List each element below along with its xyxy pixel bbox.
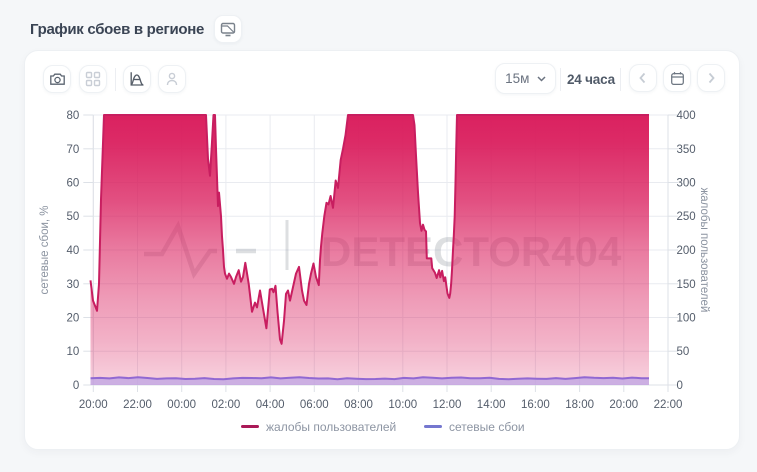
svg-text:18:00: 18:00 [565,399,594,411]
svg-text:сетевые сбои, %: сетевые сбои, % [39,205,51,294]
svg-text:10: 10 [67,346,80,358]
svg-text:40: 40 [67,245,80,257]
svg-text:50: 50 [67,211,80,223]
svg-text:80: 80 [67,110,80,122]
svg-text:150: 150 [677,279,696,291]
svg-text:жалобы пользователей: жалобы пользователей [266,420,396,434]
svg-text:06:00: 06:00 [300,399,329,411]
svg-text:300: 300 [677,178,696,190]
svg-text:04:00: 04:00 [256,399,285,411]
svg-text:16:00: 16:00 [521,399,550,411]
svg-text:02:00: 02:00 [212,399,241,411]
svg-text:20:00: 20:00 [79,399,108,411]
svg-text:30: 30 [67,279,80,291]
svg-text:сетевые сбои: сетевые сбои [449,420,525,434]
svg-text:50: 50 [677,346,690,358]
svg-text:08:00: 08:00 [344,399,373,411]
svg-text:22:00: 22:00 [654,399,683,411]
svg-text:жалобы пользователей: жалобы пользователей [698,188,710,313]
svg-text:0: 0 [73,380,79,392]
svg-text:400: 400 [677,110,696,122]
svg-text:70: 70 [67,144,80,156]
svg-text:350: 350 [677,144,696,156]
svg-text:60: 60 [67,178,80,190]
svg-text:100: 100 [677,313,696,325]
svg-text:250: 250 [677,211,696,223]
svg-text:14:00: 14:00 [477,399,506,411]
svg-text:22:00: 22:00 [123,399,152,411]
svg-text:10:00: 10:00 [388,399,417,411]
svg-text:0: 0 [677,380,683,392]
svg-text:20:00: 20:00 [609,399,638,411]
svg-text:20: 20 [67,313,80,325]
svg-text:200: 200 [677,245,696,257]
svg-text:12:00: 12:00 [433,399,462,411]
svg-text:00:00: 00:00 [167,399,196,411]
